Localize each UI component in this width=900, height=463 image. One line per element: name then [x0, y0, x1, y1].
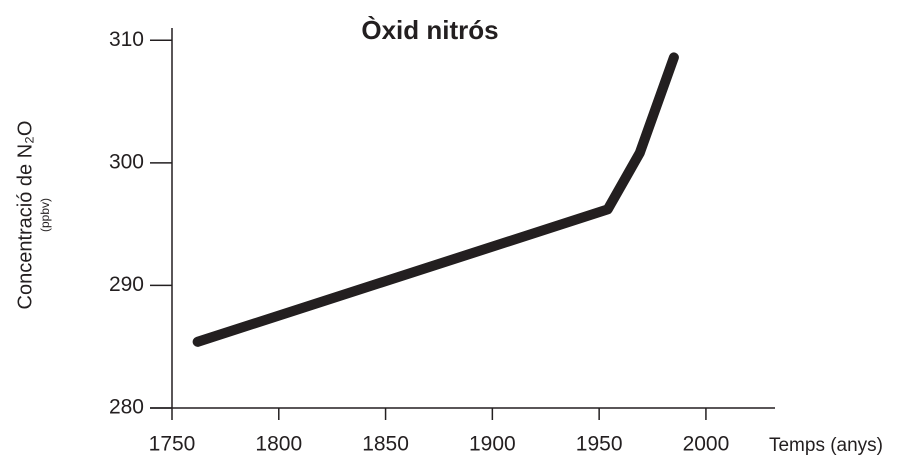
x-tick-label: 2000	[683, 433, 730, 456]
y-axis-label: Concentració de N₂O	[14, 121, 36, 310]
y-tick-label: 300	[109, 150, 144, 173]
x-tick-label: 1850	[362, 433, 409, 456]
x-axis-label: Temps (anys)	[769, 435, 883, 456]
y-tick-label: 280	[109, 396, 144, 419]
y-tick-label: 310	[109, 28, 144, 51]
x-tick-label: 1750	[149, 433, 196, 456]
x-tick-label: 1800	[255, 433, 302, 456]
y-axis-unit: (ppbv)	[38, 198, 52, 232]
y-tick-label: 290	[109, 273, 144, 296]
data-line	[192, 52, 679, 347]
x-tick-label: 1900	[469, 433, 516, 456]
chart-title: Òxid nitrós	[361, 15, 498, 45]
x-tick-label: 1950	[576, 433, 623, 456]
